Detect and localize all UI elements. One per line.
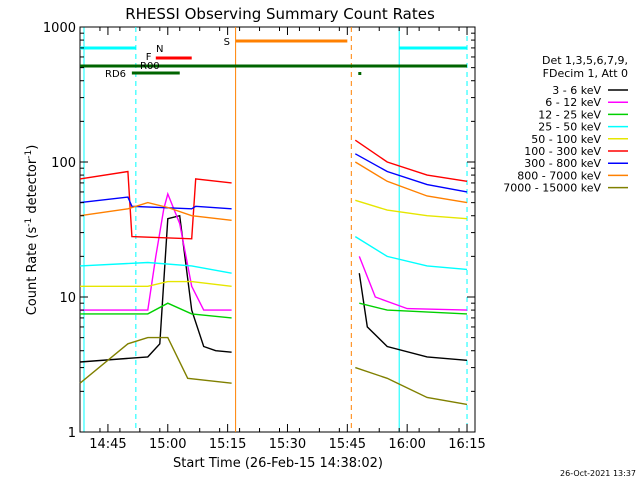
series-1-before — [80, 191, 232, 311]
series-0-before — [79, 214, 232, 363]
x-axis-label: Start Time (26-Feb-15 14:38:02) — [173, 456, 383, 471]
series-3-before — [79, 261, 232, 274]
footer-date: 26-Oct-2021 13:37 — [560, 469, 636, 478]
y-tick-label-1: 10 — [59, 291, 76, 306]
x-tick-label-2: 15:15 — [209, 437, 246, 452]
legend-label-8: 7000 - 15000 keV — [503, 182, 601, 195]
legend-label-3: 25 - 50 keV — [538, 121, 601, 134]
series-2-after — [359, 302, 468, 315]
x-tick-label-6: 16:15 — [448, 437, 485, 452]
series-5-before — [79, 170, 232, 240]
legend: Det 1,3,5,6,7,9, FDecim 1, Att 0 3 - 6 k… — [503, 54, 628, 195]
legend-label-1: 6 - 12 keV — [545, 96, 601, 109]
series-0-after — [358, 273, 468, 361]
annot-R00-label: R00 — [140, 61, 160, 72]
x-tick-label-1: 15:00 — [149, 437, 186, 452]
plot-frame — [79, 26, 476, 433]
y-tick-label-0: 1 — [68, 426, 76, 441]
x-tick-label-0: 14:45 — [89, 437, 126, 452]
x-tick-label-3: 15:30 — [269, 437, 306, 452]
series-6-before — [79, 196, 232, 210]
series-7-before — [79, 201, 232, 221]
y-axis-label: Count Rate (s-1 detector-1) — [24, 145, 40, 316]
series-5-after — [354, 139, 468, 182]
series-6-after — [354, 153, 468, 193]
chart-title: RHESSI Observing Summary Count Rates — [125, 5, 435, 23]
legend-label-0: 3 - 6 keV — [552, 84, 601, 97]
series-8-after — [355, 366, 468, 406]
series-group — [79, 139, 468, 406]
series-7-after — [354, 161, 468, 204]
legend-label-2: 12 - 25 keV — [538, 108, 601, 121]
series-3-after — [354, 236, 468, 271]
legend-label-7: 800 - 7000 keV — [517, 169, 601, 182]
y-axis-ticks: 1 10 100 1000 — [43, 21, 475, 441]
annot-N-label: N — [156, 44, 163, 55]
series-4-after — [355, 199, 468, 220]
legend-label-6: 300 - 800 keV — [524, 157, 601, 170]
annot-R00-dot — [358, 72, 362, 75]
vertical-markers — [83, 27, 468, 432]
series-1-after — [358, 256, 468, 311]
annot-S-label: S — [224, 37, 230, 48]
x-tick-label-4: 15:45 — [329, 437, 366, 452]
series-2-before — [80, 302, 232, 319]
x-axis-ticks: 14:45 15:00 15:15 15:30 15:45 16:00 16:15 — [79, 27, 486, 452]
legend-label-4: 50 - 100 keV — [531, 133, 601, 146]
annot-RD6-label: RD6 — [105, 69, 126, 80]
x-tick-label-5: 16:00 — [388, 437, 425, 452]
legend-header-1: Det 1,3,5,6,7,9, — [542, 54, 628, 67]
series-8-before — [79, 336, 232, 384]
legend-header-2: FDecim 1, Att 0 — [543, 67, 628, 80]
legend-label-5: 100 - 300 keV — [524, 145, 601, 158]
y-tick-label-2: 100 — [51, 156, 76, 171]
series-4-before — [80, 280, 232, 287]
y-tick-label-3: 1000 — [43, 21, 76, 36]
annot-F-label: F — [146, 52, 152, 63]
